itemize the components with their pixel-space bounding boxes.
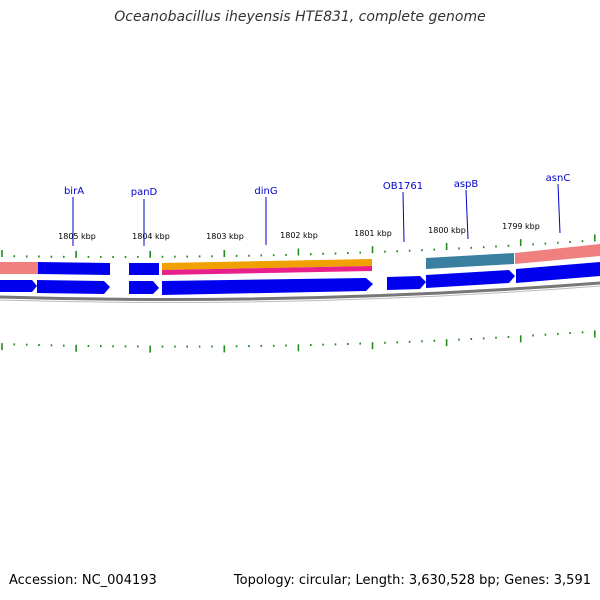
genome-backbone [0,281,600,302]
accession-label: Accession: [9,573,78,588]
backbone-shadow [0,285,600,304]
gene-label-OB1761[interactable]: OB1761 [383,181,423,192]
feature-orange-dinG [162,259,372,270]
gene-arrow-asnC[interactable] [516,262,600,283]
accession-footer: Accession: NC_004193 [9,573,157,588]
tick-label-1805: 1805 kbp [58,232,96,241]
map-title: Oceanobacillus iheyensis HTE831, complet… [114,9,486,25]
gene-arrow-track [0,262,600,295]
feature-magenta-dinG [162,266,372,275]
gene-arrow-dinG[interactable] [162,278,373,295]
gene-label-birA[interactable]: birA [64,186,84,197]
feature-pink-left [0,262,38,274]
gene-arrow-aspB[interactable] [426,270,515,288]
gene-label-pointers [72,183,561,246]
gene-label-aspB[interactable]: aspB [454,179,479,190]
accession-value: NC_004193 [81,573,157,588]
gene-arrow-OB1761[interactable] [387,276,426,290]
gene-label-panD[interactable]: panD [131,187,158,198]
tick-label-1804: 1804 kbp [132,232,170,241]
scale-ticks-bottom [1,330,596,353]
feature-steel-aspB [426,253,514,269]
gene-label-asnC[interactable]: asnC [546,173,571,184]
gene-arrow-1[interactable] [0,280,37,292]
pointer-aspB [465,189,469,240]
tick-label-1801: 1801 kbp [354,229,392,238]
tick-label-1799: 1799 kbp [502,222,540,231]
topology-footer: Topology: circular; Length: 3,630,528 bp… [233,573,591,588]
gene-arrow-birA[interactable] [37,280,110,294]
scale-tick-labels: 1805 kbp 1804 kbp 1803 kbp 1802 kbp 1801… [58,222,540,241]
gene-block-panD[interactable] [129,263,159,275]
gene-label-dinG[interactable]: dinG [254,186,277,197]
pointer-asnC [557,183,561,234]
gene-labels: birA panD dinG OB1761 aspB asnC [64,173,570,198]
tick-label-1803: 1803 kbp [206,232,244,241]
tick-label-1802: 1802 kbp [280,231,318,240]
gene-arrow-panD[interactable] [129,281,159,294]
gene-block-birA[interactable] [38,262,110,275]
feature-pink-asnC [515,244,600,264]
forward-strand [38,262,159,275]
scale-ticks-top [1,234,596,258]
feature-track [0,244,600,275]
pointer-OB1761 [402,191,405,243]
tick-label-1800: 1800 kbp [428,226,466,235]
